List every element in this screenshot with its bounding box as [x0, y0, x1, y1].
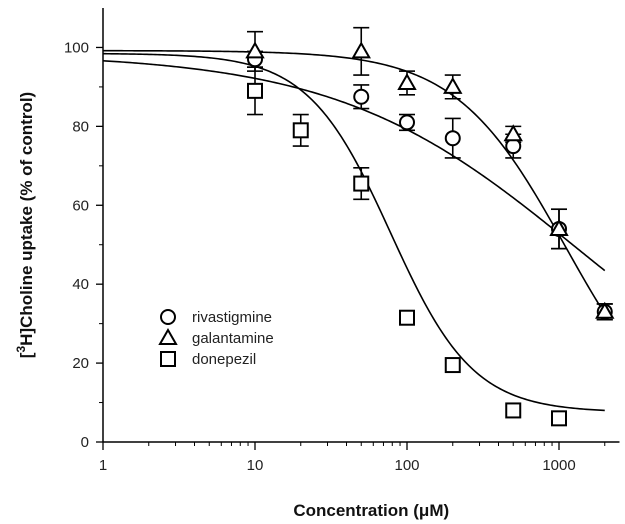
point-galantamine — [549, 218, 569, 236]
y-tick-label: 20 — [72, 355, 89, 372]
point-donepezil — [247, 82, 263, 99]
fit-curve-rivastigmine — [102, 59, 606, 272]
point-donepezil — [292, 122, 309, 139]
legend-label-donepezil: donepezil — [192, 351, 256, 368]
x-tick-label: 10 — [247, 457, 264, 474]
point-galantamine — [351, 41, 371, 59]
fit-curve-galantamine — [103, 49, 606, 315]
fit-curve-donepezil — [102, 52, 605, 412]
point-rivastigmine — [353, 88, 370, 105]
legend-marker-donepezil — [160, 351, 176, 367]
x-tick-label: 1000 — [542, 457, 575, 474]
y-tick-label: 80 — [72, 118, 89, 135]
y-axis-title: [3H]Choline uptake (% of control) — [14, 92, 36, 358]
y-axis-title-superscript: 3 — [14, 346, 28, 353]
y-tick-label: 60 — [72, 197, 89, 214]
x-axis-title: Concentration (μM) — [293, 501, 449, 520]
legend-label-galantamine: galantamine — [192, 330, 274, 347]
x-tick-label: 1 — [99, 457, 107, 474]
x-tick-label: 100 — [394, 457, 419, 474]
error-bars — [247, 26, 613, 321]
point-galantamine — [245, 41, 265, 59]
point-rivastigmine — [444, 130, 461, 147]
point-donepezil — [353, 175, 370, 192]
point-donepezil — [505, 402, 522, 419]
point-donepezil — [399, 309, 415, 326]
data-points — [245, 41, 615, 427]
point-galantamine — [397, 72, 417, 90]
y-tick-label: 0 — [81, 434, 89, 451]
axes: 0 20 40 60 80 100 1 10 100 1000 — [64, 8, 620, 474]
legend-marker-galantamine — [158, 327, 178, 345]
point-galantamine — [595, 301, 615, 319]
fit-curves — [102, 49, 606, 412]
point-donepezil — [551, 410, 567, 427]
legend: rivastigmine galantamine donepezil — [158, 309, 274, 368]
point-galantamine — [443, 76, 463, 94]
legend-marker-rivastigmine — [160, 309, 176, 325]
legend-label-rivastigmine: rivastigmine — [192, 309, 272, 326]
point-donepezil — [444, 357, 461, 374]
point-galantamine — [503, 124, 523, 142]
point-rivastigmine — [399, 114, 415, 131]
y-tick-label: 100 — [64, 39, 89, 56]
y-tick-label: 40 — [72, 276, 89, 293]
